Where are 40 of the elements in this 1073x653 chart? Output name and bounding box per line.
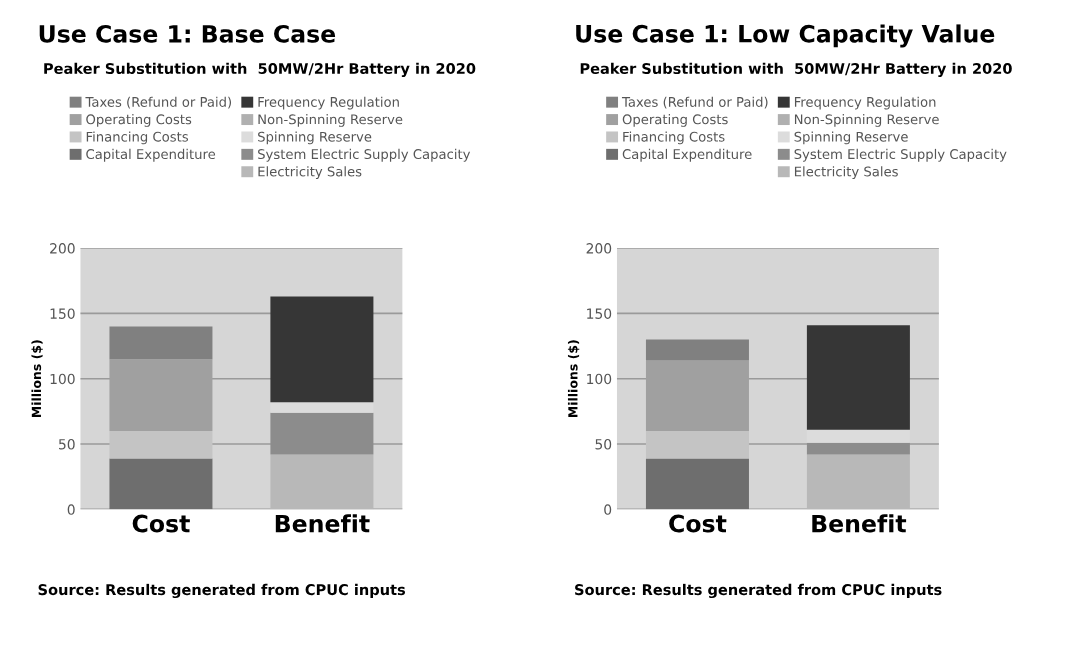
legend-label: Financing Costs	[86, 131, 189, 145]
legend-label: System Electric Supply Capacity	[258, 148, 471, 162]
source-note: Source: Results generated from CPUC inputs	[575, 583, 942, 599]
y-axis-title: Millions ($)	[31, 340, 43, 418]
legend-label: Frequency Regulation	[258, 96, 399, 110]
y-tick-label: 50	[595, 439, 612, 450]
x-tick-label: Cost	[132, 514, 190, 533]
x-tick-label: Cost	[669, 514, 727, 533]
legend-label: Frequency Regulation	[794, 96, 936, 110]
source-note: Source: Results generated from CPUC inputs	[38, 583, 406, 599]
x-tick-label: Benefit	[812, 514, 907, 533]
y-tick-label: 200	[586, 243, 612, 254]
y-tick-label: 100	[50, 373, 75, 385]
legend-label: Electricity Sales	[258, 166, 362, 180]
legend-label: Spinning Reserve	[258, 131, 372, 145]
legend-label: Financing Costs	[623, 131, 725, 145]
legend-label: Taxes (Refund or Paid)	[621, 96, 768, 109]
y-tick-label: 150	[587, 308, 612, 319]
legend-label: Spinning Reserve	[794, 131, 908, 145]
chart-title: Use Case 1: Low Capacity Value	[576, 24, 995, 48]
y-tick-label: 150	[50, 308, 75, 319]
y-tick-label: 50	[59, 439, 75, 450]
legend-label: Capital Expenditure	[86, 148, 216, 162]
legend-label: Electricity Sales	[794, 166, 898, 180]
legend-label: Operating Costs	[86, 114, 192, 127]
y-tick-label: 200	[50, 243, 75, 254]
y-tick-label: 0	[604, 504, 612, 515]
legend-label: System Electric Supply Capacity	[794, 148, 1007, 162]
chart-subtitle: Peaker Substitution with 50MW/2Hr Battery in 2020	[580, 62, 1012, 77]
legend-label: Non-Spinning Reserve	[258, 114, 403, 127]
legend-label: Non-Spinning Reserve	[794, 114, 939, 127]
legend-label: Capital Expenditure	[622, 148, 752, 162]
legend-label: Taxes (Refund or Paid)	[85, 96, 232, 109]
y-axis-title: Millions ($)	[567, 340, 580, 418]
y-tick-label: 0	[67, 504, 75, 515]
chart-title: Use Case 1: Base Case	[39, 24, 336, 43]
y-tick-label: 100	[587, 373, 612, 385]
legend-label: Operating Costs	[622, 114, 728, 127]
x-tick-label: Benefit	[275, 514, 370, 533]
chart-subtitle: Peaker Substitution with 50MW/2Hr Battery in 2020	[44, 62, 476, 77]
